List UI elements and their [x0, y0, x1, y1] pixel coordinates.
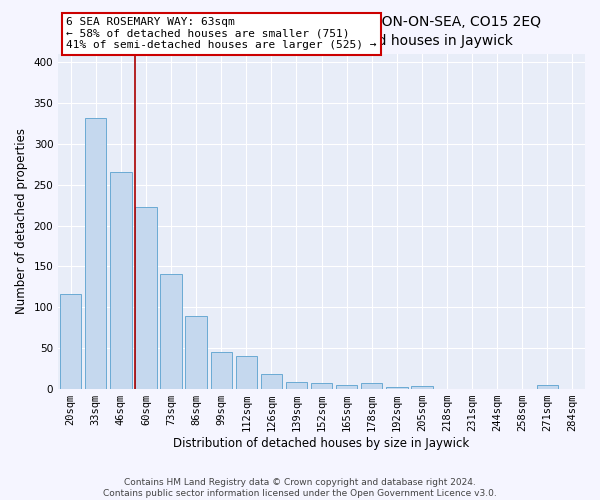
Bar	[160, 274, 182, 389]
Bar	[411, 386, 433, 389]
Bar	[361, 384, 382, 389]
Bar	[211, 352, 232, 389]
Bar	[236, 356, 257, 389]
Bar	[336, 385, 358, 389]
Bar	[386, 386, 407, 389]
Bar	[110, 172, 131, 389]
Bar	[311, 384, 332, 389]
Y-axis label: Number of detached properties: Number of detached properties	[15, 128, 28, 314]
Text: Contains HM Land Registry data © Crown copyright and database right 2024.
Contai: Contains HM Land Registry data © Crown c…	[103, 478, 497, 498]
Bar	[85, 118, 106, 389]
Bar	[537, 385, 558, 389]
Bar	[261, 374, 282, 389]
Bar	[136, 206, 157, 389]
Bar	[286, 382, 307, 389]
Text: 6 SEA ROSEMARY WAY: 63sqm
← 58% of detached houses are smaller (751)
41% of semi: 6 SEA ROSEMARY WAY: 63sqm ← 58% of detac…	[66, 18, 377, 50]
Bar	[185, 316, 207, 389]
X-axis label: Distribution of detached houses by size in Jaywick: Distribution of detached houses by size …	[173, 437, 470, 450]
Bar	[60, 294, 82, 389]
Title: 6, SEA ROSEMARY WAY, JAYWICK, CLACTON-ON-SEA, CO15 2EQ
Size of property relative: 6, SEA ROSEMARY WAY, JAYWICK, CLACTON-ON…	[102, 15, 541, 48]
